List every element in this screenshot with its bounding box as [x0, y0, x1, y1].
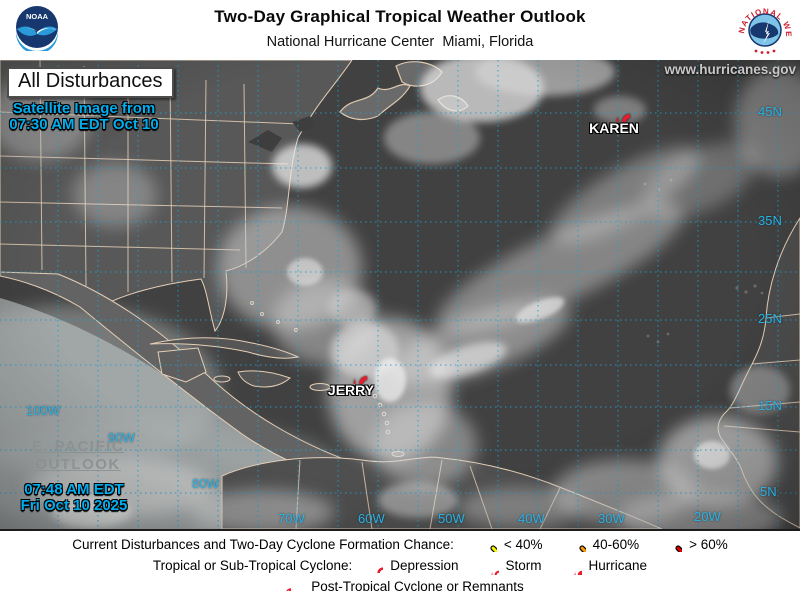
lon-label-40w: 40W [518, 511, 545, 526]
storm-marker-jerry[interactable]: JERRY [311, 352, 391, 398]
lat-label-45n: 45N [758, 104, 782, 119]
legend-row-chances: Current Disturbances and Two-Day Cyclone… [0, 531, 800, 554]
post-tropical-icon [276, 579, 291, 591]
lat-label-15n: 15N [758, 398, 782, 413]
lon-label-100w: 100W [26, 403, 60, 418]
satellite-map: 100W 90W 80W 70W 60W 50W 40W 30W 20W 45N… [0, 60, 800, 531]
storm-name: KAREN [589, 120, 639, 136]
storm-label: Storm [505, 558, 542, 573]
lon-label-50w: 50W [438, 511, 465, 526]
depression-label: Depression [390, 558, 459, 573]
chance-high-icon [667, 537, 682, 552]
lat-label-5n: 5N [760, 484, 777, 499]
east-pacific-line1: E. PACIFIC [31, 438, 125, 455]
issued-line1: 07:48 AM EDT [24, 481, 124, 498]
depression-icon [368, 558, 383, 573]
satellite-map-art [0, 60, 800, 529]
legend-cyclone-label: Tropical or Sub-Tropical Cyclone: [152, 558, 353, 573]
page-title: Two-Day Graphical Tropical Weather Outlo… [214, 7, 586, 26]
header-titles: Two-Day Graphical Tropical Weather Outlo… [0, 0, 800, 50]
lon-label-30w: 30W [598, 511, 625, 526]
issued-timestamp: 07:48 AM EDT Fri Oct 10 2025 [6, 482, 142, 513]
storm-marker-karen[interactable]: KAREN [574, 90, 654, 136]
tropical-storm-icon [598, 90, 630, 122]
chance-medium-icon [571, 537, 586, 552]
hurricane-icon [564, 557, 582, 575]
lat-label-25n: 25N [758, 311, 782, 326]
satellite-caption-line2: 07:30 AM EDT Oct 10 [9, 116, 159, 133]
vignette [0, 60, 800, 529]
storm-icon [481, 557, 499, 575]
mode-selector[interactable]: All Disturbances [7, 67, 174, 98]
lat-label-35n: 35N [758, 213, 782, 228]
header: NOAA Two-Day Graphical Tropical Weather … [0, 0, 800, 60]
hurricane-label: Hurricane [588, 558, 648, 573]
chance-low-icon [482, 537, 497, 552]
legend-chance-label: Current Disturbances and Two-Day Cyclone… [72, 537, 454, 552]
east-pacific-line2: OUTLOOK [35, 456, 121, 473]
noaa-logo[interactable]: NOAA [13, 3, 61, 51]
chance-high-label: > 60% [689, 537, 728, 552]
issued-line2: Fri Oct 10 2025 [20, 496, 128, 514]
lon-label-70w: 70W [278, 511, 305, 526]
storm-name: JERRY [327, 382, 375, 398]
chance-low-label: < 40% [503, 537, 543, 552]
tropical-storm-icon [335, 352, 367, 384]
post-tropical-label: Post-Tropical Cyclone or Remnants [311, 579, 524, 591]
lon-label-60w: 60W [358, 511, 385, 526]
legend: Current Disturbances and Two-Day Cyclone… [0, 531, 800, 591]
chance-medium-label: 40-60% [592, 537, 640, 552]
legend-row-cyclones: Tropical or Sub-Tropical Cyclone: Depres… [0, 554, 800, 575]
svg-text:NOAA: NOAA [26, 12, 49, 21]
satellite-caption: Satellite Image from 07:30 AM EDT Oct 10 [4, 101, 164, 133]
lon-label-20w: 20W [694, 509, 721, 524]
nws-logo[interactable]: NATIONAL WEATHER SERVICE [736, 2, 794, 58]
east-pacific-outlook-label[interactable]: E. PACIFIC OUTLOOK [30, 438, 126, 474]
lon-label-90w: 90W [108, 430, 135, 445]
lon-label-80w: 80W [192, 476, 219, 491]
website-link[interactable]: www.hurricanes.gov [664, 62, 796, 77]
satellite-caption-line1: Satellite Image from [12, 100, 156, 117]
nws-logo-stars [754, 49, 776, 54]
legend-row-post-tropical: Post-Tropical Cyclone or Remnants [0, 575, 800, 591]
page-subtitle: National Hurricane Center Miami, Florida [266, 34, 534, 50]
